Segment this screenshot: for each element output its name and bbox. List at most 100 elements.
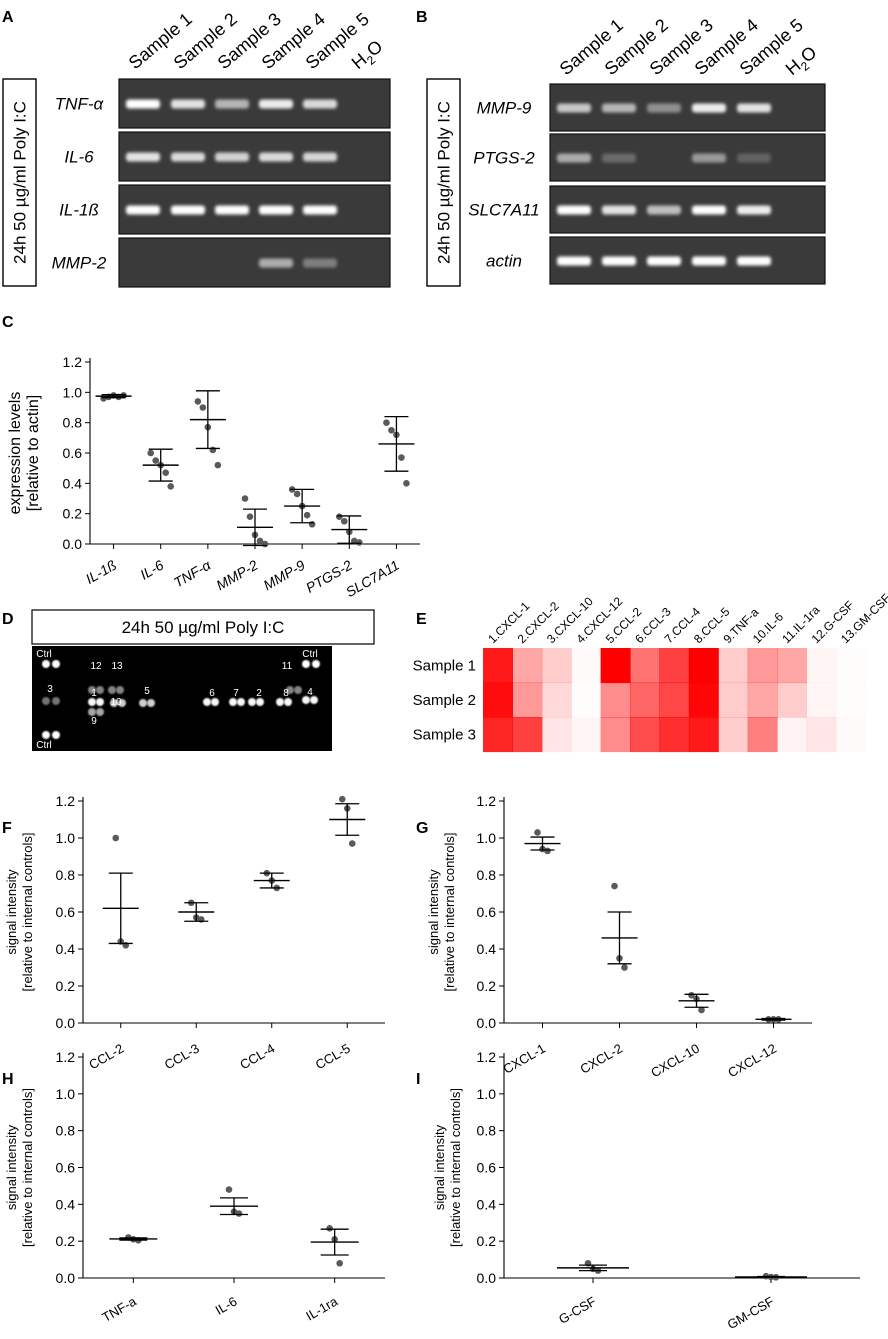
gel-band bbox=[259, 258, 293, 268]
heatmap-panel-e: 1.CXCL-12.CXCL-23.CXCL-104.CXCL-125.CCL-… bbox=[413, 591, 888, 753]
array-spot bbox=[52, 660, 60, 668]
heatmap-cell bbox=[630, 682, 660, 718]
data-point bbox=[688, 991, 695, 999]
heatmap-cell bbox=[600, 648, 631, 684]
x-tick-label: TNF-α bbox=[171, 556, 214, 590]
y-tick-label: 1.0 bbox=[477, 1086, 497, 1102]
y-tick-label: 0.4 bbox=[56, 941, 76, 957]
y-tick-label: 1.0 bbox=[63, 384, 83, 400]
data-point bbox=[611, 882, 618, 890]
y-tick-label: 0.8 bbox=[56, 867, 76, 883]
gel-band bbox=[557, 153, 591, 163]
heatmap-cell bbox=[630, 648, 660, 684]
gel-image bbox=[118, 131, 391, 182]
array-spot bbox=[96, 708, 104, 716]
array-spot bbox=[310, 696, 318, 704]
gene-label: actin bbox=[486, 252, 522, 271]
heatmap-cell bbox=[512, 717, 543, 753]
gel-image bbox=[118, 78, 391, 129]
gel-band bbox=[171, 99, 205, 109]
y-tick-label: 0.4 bbox=[477, 941, 497, 957]
data-point bbox=[308, 520, 316, 528]
y-tick-label: 0.0 bbox=[63, 536, 83, 552]
gel-band bbox=[126, 205, 160, 215]
array-spot bbox=[203, 698, 211, 706]
heatmap-cell bbox=[541, 682, 572, 718]
y-tick-label: 0.0 bbox=[56, 1015, 76, 1031]
gel-band bbox=[647, 205, 681, 215]
gel-band bbox=[557, 103, 591, 113]
heatmap-cell bbox=[777, 717, 807, 753]
data-point bbox=[167, 483, 175, 490]
array-spot bbox=[42, 697, 50, 705]
lane-label-water: H2O bbox=[348, 36, 389, 76]
y-tick-label: 0.6 bbox=[477, 1160, 497, 1176]
array-spot-label: Ctrl bbox=[36, 740, 52, 751]
x-tick-label: CXCL-12 bbox=[725, 1041, 779, 1081]
array-spot bbox=[110, 699, 118, 707]
panel-label-d: D bbox=[2, 611, 14, 628]
data-point bbox=[403, 480, 410, 487]
data-point bbox=[293, 490, 301, 498]
y-axis-label: expression levels bbox=[7, 392, 24, 515]
x-tick-label: CCL-2 bbox=[86, 1041, 126, 1073]
heatmap-cell bbox=[483, 648, 513, 684]
gel-band bbox=[692, 153, 726, 163]
array-spot bbox=[284, 698, 292, 706]
treatment-box bbox=[426, 78, 461, 287]
gel-band bbox=[602, 205, 636, 215]
gene-label: IL-6 bbox=[64, 148, 94, 167]
gel-band bbox=[259, 152, 293, 162]
data-point bbox=[147, 449, 155, 457]
panel-label-b: B bbox=[416, 9, 428, 26]
array-spot bbox=[256, 698, 264, 706]
y-tick-label: 0.6 bbox=[477, 904, 497, 920]
heatmap-cell bbox=[806, 682, 837, 718]
gene-label: IL-1ß bbox=[59, 201, 99, 220]
gel-image bbox=[118, 237, 391, 288]
treatment-label: 24h 50 µg/ml Poly I:C bbox=[11, 101, 30, 264]
array-spot-label: Ctrl bbox=[36, 649, 52, 660]
heatmap-cell bbox=[571, 683, 601, 718]
array-spot bbox=[52, 697, 60, 705]
gel-band bbox=[737, 205, 771, 215]
gel-band bbox=[303, 152, 337, 162]
y-tick-label: 1.2 bbox=[63, 354, 83, 370]
gel-image bbox=[549, 236, 826, 285]
heatmap-cell bbox=[747, 682, 778, 718]
gel-band bbox=[215, 99, 249, 109]
gel-image bbox=[549, 133, 826, 182]
array-spot-label: 9 bbox=[91, 716, 97, 727]
y-tick-label: 0.4 bbox=[56, 1196, 76, 1212]
chart-panel-f: 0.0 0.2 0.4 0.6 0.8 1.0 1.2 signal intensity [re… bbox=[4, 793, 385, 1072]
x-tick-label: IL-1ra bbox=[303, 1293, 341, 1323]
data-point bbox=[544, 847, 551, 855]
data-point bbox=[326, 1224, 333, 1232]
data-point bbox=[621, 964, 628, 971]
array-title-box bbox=[31, 609, 375, 645]
gel-band bbox=[126, 152, 160, 162]
y-tick-label: 0.6 bbox=[56, 904, 76, 920]
heatmap-cell bbox=[836, 648, 866, 683]
array-spot bbox=[42, 660, 50, 668]
data-point bbox=[383, 419, 390, 426]
y-axis-label: signal intensity bbox=[426, 869, 441, 955]
heatmap-cell bbox=[777, 648, 807, 684]
array-spot bbox=[286, 686, 294, 694]
y-axis-label: signal intensity bbox=[4, 869, 19, 955]
gel-image bbox=[118, 184, 391, 235]
heatmap-cell bbox=[483, 717, 513, 753]
chart-panel-c: 0.0 0.2 0.4 0.6 0.8 1.0 1.2 expression levels [r… bbox=[7, 354, 420, 600]
y-tick-label: 1.0 bbox=[477, 830, 497, 846]
gel-band bbox=[171, 152, 205, 162]
y-tick-label: 1.2 bbox=[56, 1049, 76, 1065]
array-title: 24h 50 µg/ml Poly I:C bbox=[122, 618, 285, 637]
heatmap-cell bbox=[541, 648, 572, 684]
x-tick-label: MMP-9 bbox=[261, 557, 308, 594]
array-spot-label: 8 bbox=[283, 688, 289, 699]
y-tick-label: 0.8 bbox=[56, 1123, 76, 1139]
y-tick-label: 0.8 bbox=[477, 867, 497, 883]
data-point bbox=[348, 840, 356, 847]
